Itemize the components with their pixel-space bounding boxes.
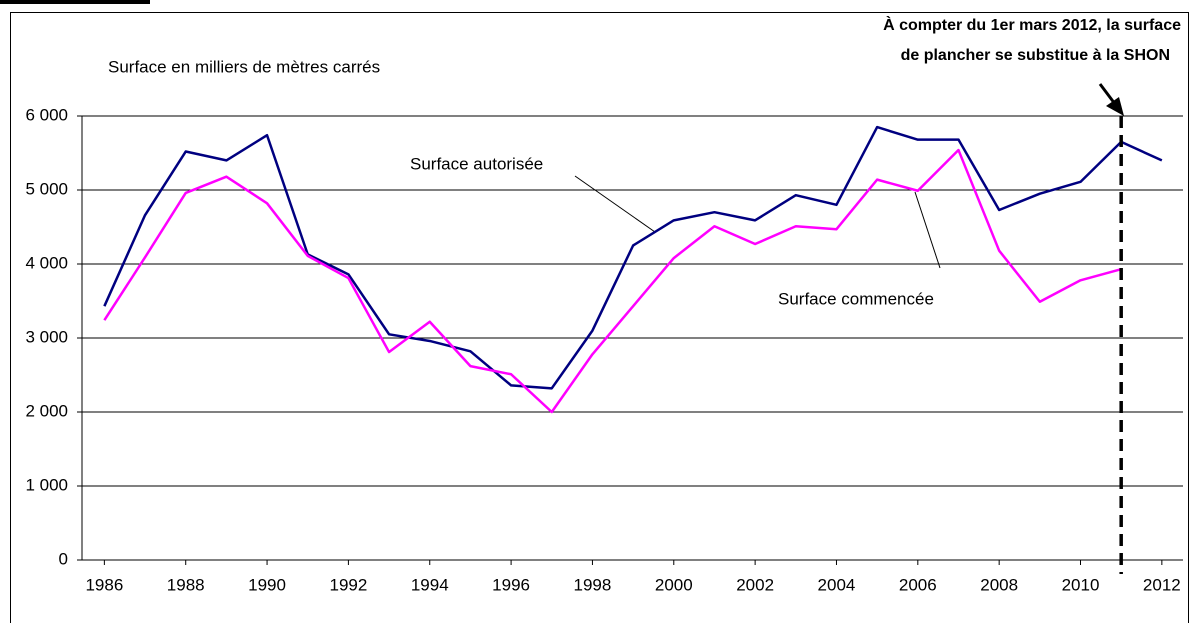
series-line — [103, 148, 1122, 414]
x-tick-label: 2012 — [1143, 575, 1181, 594]
y-tick-label: 5 000 — [25, 179, 68, 198]
annotation: À compter du 1er mars 2012, la surface — [883, 15, 1181, 34]
y-tick-label: 4 000 — [25, 253, 68, 272]
series-label: Surface commencée — [778, 289, 934, 308]
arrow-head — [1106, 97, 1124, 116]
frame — [10, 12, 1189, 623]
series-label: Surface autorisée — [410, 154, 543, 173]
arrow-shaft — [1098, 83, 1117, 105]
y-tick-label: 2 000 — [25, 401, 68, 420]
series-line — [103, 125, 1163, 390]
y-axis-label: Surface en milliers de mètres carrés — [108, 57, 380, 76]
x-tick-label: 1996 — [492, 575, 530, 594]
x-tick-label: 1994 — [411, 575, 449, 594]
x-tick-label: 2004 — [818, 575, 856, 594]
x-tick-label: 1988 — [167, 575, 205, 594]
y-tick-label: 0 — [59, 549, 68, 568]
y-tick-label: 6 000 — [25, 105, 68, 124]
x-tick-label: 1998 — [574, 575, 612, 594]
x-tick-label: 2010 — [1062, 575, 1100, 594]
leader-line — [914, 191, 941, 269]
annotation: de plancher se substitue à la SHON — [901, 47, 1170, 64]
x-tick-label: 2006 — [899, 575, 937, 594]
x-tick-label: 2000 — [655, 575, 693, 594]
x-tick-label: 1986 — [85, 575, 123, 594]
leader-line — [574, 175, 656, 233]
y-tick-label: 1 000 — [25, 475, 68, 494]
y-tick-label: 3 000 — [25, 327, 68, 346]
header-bar — [0, 0, 150, 4]
x-tick-label: 1992 — [329, 575, 367, 594]
x-tick-label: 2008 — [980, 575, 1018, 594]
x-tick-label: 1990 — [248, 575, 286, 594]
x-tick-label: 2002 — [736, 575, 774, 594]
